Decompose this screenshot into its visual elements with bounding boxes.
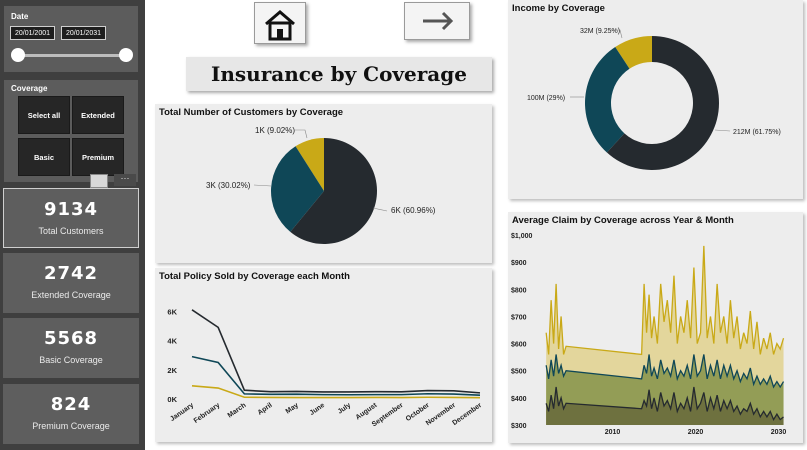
kpi-premium-label: Premium Coverage [32, 421, 110, 431]
kpi-premium-value: 824 [50, 394, 92, 415]
kpi-total-customers-value: 9134 [43, 199, 99, 220]
donut-label-basic: 212M (61.75%) [733, 129, 781, 136]
coverage-filter-title: Coverage [11, 84, 48, 93]
claim-area-card: Average Claim by Coverage across Year & … [508, 212, 803, 443]
area-x-tick-0: 2010 [605, 429, 621, 436]
home-button[interactable] [254, 2, 306, 44]
donut-label-premium: 32M (9.25%) [580, 28, 620, 35]
date-slider-end-handle[interactable] [119, 48, 133, 62]
kpi-premium-coverage: 824 Premium Coverage [3, 384, 139, 444]
area-y-tick-6: $900 [511, 260, 527, 267]
kpi-basic-value: 5568 [43, 328, 99, 349]
area-y-tick-1: $400 [511, 396, 527, 403]
income-donut-slice-0 [606, 36, 719, 170]
start-date-input[interactable]: 20/01/2001 [10, 26, 55, 40]
area-line-2 [545, 386, 784, 422]
end-date-input[interactable]: 20/01/2031 [61, 26, 106, 40]
more-options-icon[interactable]: ⋯ [114, 174, 136, 186]
coverage-premium-button[interactable]: Premium [72, 138, 124, 176]
area-x-tick-1: 2020 [688, 429, 704, 436]
filter-icon[interactable] [90, 174, 108, 188]
pie1-label-premium: 1K (9.02%) [255, 126, 295, 135]
donut-leader-premium [611, 29, 623, 39]
customers-pie-title: Total Number of Customers by Coverage [159, 107, 344, 118]
line-x-tick-4: May [285, 402, 300, 416]
coverage-select-all-button[interactable]: Select all [18, 96, 70, 134]
donut-leader-basic [714, 129, 731, 132]
line-x-tick-5: June [309, 402, 326, 417]
pie1-label-extended: 3K (30.02%) [206, 181, 251, 190]
kpi-total-customers-label: Total Customers [38, 226, 104, 236]
area-line-1 [545, 354, 785, 389]
income-donut-slice-2 [615, 36, 652, 69]
income-donut-title: Income by Coverage [512, 3, 605, 14]
customers-pie-slice-2 [295, 138, 324, 191]
line-y-tick-2: 4K [167, 337, 177, 346]
area-x-tick-2: 2030 [771, 429, 787, 436]
line-x-tick-3: April [257, 402, 274, 417]
home-icon [265, 10, 295, 41]
line-y-tick-0: 0K [167, 395, 177, 404]
area-y-tick-7: $1,000 [511, 233, 533, 240]
date-filter-title: Date [11, 12, 29, 21]
line-x-tick-0: January [169, 402, 195, 423]
coverage-extended-button[interactable]: Extended [72, 96, 124, 134]
area-line-0 [545, 245, 785, 356]
policy-line-title: Total Policy Sold by Coverage each Month [159, 271, 350, 282]
kpi-extended-coverage: 2742 Extended Coverage [3, 253, 139, 313]
coverage-filter: Coverage Select all Extended Basic Premi… [4, 80, 138, 182]
claim-area-title: Average Claim by Coverage across Year & … [512, 215, 734, 226]
kpi-basic-label: Basic Coverage [39, 355, 103, 365]
coverage-basic-button[interactable]: Basic [18, 138, 70, 176]
area-y-tick-2: $500 [511, 369, 527, 376]
area-y-tick-5: $800 [511, 287, 527, 294]
income-donut-card: Income by Coverage 212M (61.75%) 100M (2… [508, 0, 803, 199]
line-x-tick-6: July [337, 402, 353, 416]
area-fill-2 [546, 387, 784, 425]
line-series-0 [191, 309, 481, 394]
pie1-leader-extended [253, 184, 272, 187]
pie1-leader-basic [372, 207, 388, 212]
kpi-extended-value: 2742 [43, 263, 99, 284]
claim-area-chart: $300 $400 $500 $600 $700 $800 $900 $1,000 2010 20… [511, 233, 787, 436]
customers-pie-chart: 6K (60.96%) 3K (30.02%) 1K (9.02%) [206, 126, 436, 244]
date-slider-track[interactable] [16, 54, 130, 57]
area-y-tick-0: $300 [511, 423, 527, 430]
customers-pie-card: Total Number of Customers by Coverage 6K… [155, 104, 492, 263]
next-page-button[interactable] [404, 2, 470, 40]
area-y-tick-3: $600 [511, 342, 527, 349]
area-y-tick-4: $700 [511, 314, 527, 321]
customers-pie-slice-1 [271, 146, 324, 232]
kpi-basic-coverage: 5568 Basic Coverage [3, 318, 139, 378]
income-donut-chart: 212M (61.75%) 100M (29%) 32M (9.25%) [527, 28, 781, 170]
donut-label-extended: 100M (29%) [527, 95, 565, 102]
date-filter: Date 20/01/2001 20/01/2031 [4, 6, 138, 72]
line-x-tick-1: February [193, 402, 222, 425]
line-series-1 [191, 355, 481, 396]
customers-pie-slice-0 [290, 138, 377, 244]
pie1-label-basic: 6K (60.96%) [391, 206, 436, 215]
sidebar: Date 20/01/2001 20/01/2031 Coverage Sele… [0, 0, 145, 450]
line-y-tick-1: 2K [167, 366, 177, 375]
line-x-tick-11: December [451, 402, 483, 427]
pie1-leader-premium [295, 129, 308, 139]
income-donut-slice-1 [585, 47, 630, 153]
date-slider-start-handle[interactable] [11, 48, 25, 62]
policy-line-card: Total Policy Sold by Coverage each Month… [155, 268, 492, 442]
line-x-tick-2: March [227, 402, 248, 420]
arrow-right-icon [423, 11, 454, 31]
kpi-extended-label: Extended Coverage [31, 290, 111, 300]
line-y-tick-3: 6K [167, 307, 177, 316]
page-title: Insurance by Coverage [186, 57, 492, 91]
line-series-2 [191, 385, 481, 399]
kpi-total-customers: 9134 Total Customers [3, 188, 139, 248]
